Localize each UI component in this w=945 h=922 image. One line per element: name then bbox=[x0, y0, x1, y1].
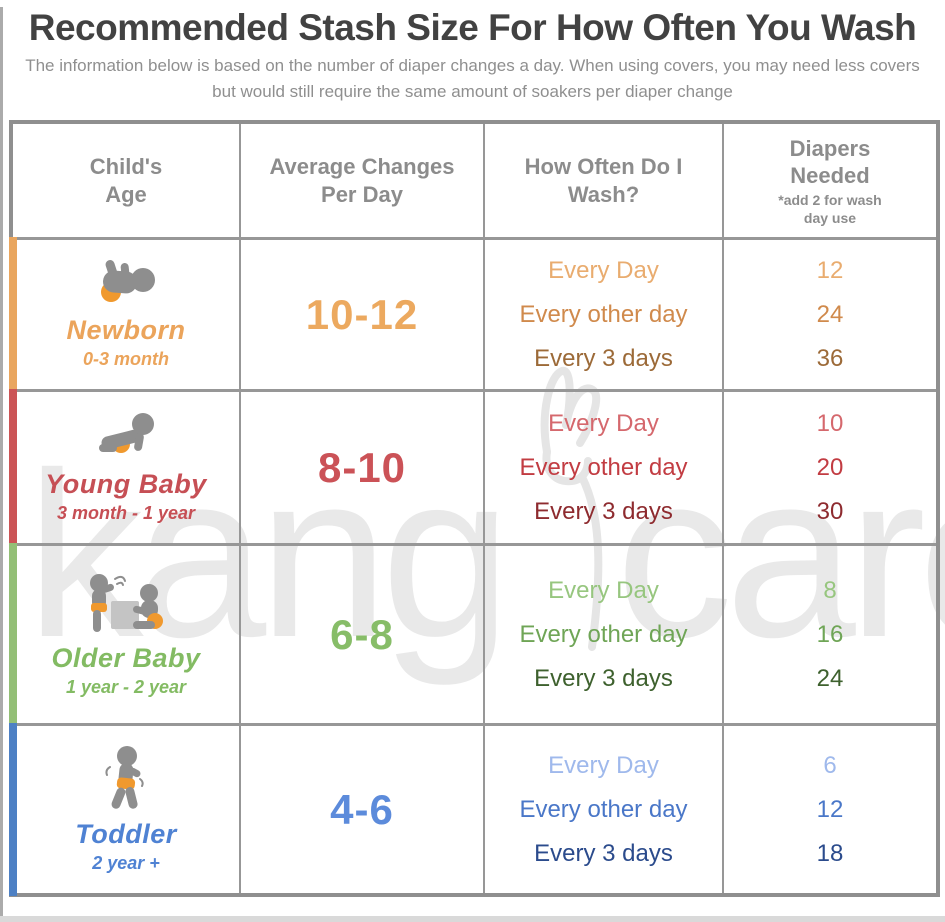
table-row-newborn: Newborn 0-3 month 10-12 Every Day Every … bbox=[9, 237, 936, 392]
header-diapers-needed: Diapers Needed *add 2 for wash day use bbox=[724, 124, 936, 237]
wash-frequency-option: Every other day bbox=[519, 795, 688, 823]
diapers-needed-value: 20 bbox=[816, 453, 844, 481]
diapers-needed-value: 6 bbox=[823, 751, 837, 779]
walking-toddler-icon bbox=[96, 745, 156, 813]
changes-per-day-cell: 6-8 bbox=[241, 546, 485, 723]
wash-frequency-option: Every other day bbox=[519, 300, 688, 328]
table-header-row: Child's Age Average Changes Per Day How … bbox=[13, 124, 936, 240]
wash-frequency-option: Every Day bbox=[548, 576, 659, 604]
diapers-needed-value: 12 bbox=[816, 256, 844, 284]
watermark-text-right: care bbox=[615, 423, 945, 686]
header-line: Diapers bbox=[789, 135, 871, 161]
header-line: Per Day bbox=[321, 181, 403, 207]
diapers-needed-cell: 8 16 24 bbox=[724, 546, 936, 723]
changes-per-day-cell: 8-10 bbox=[241, 392, 485, 543]
image-left-edge bbox=[0, 7, 3, 922]
newborn-baby-icon bbox=[93, 259, 159, 309]
image-bottom-edge bbox=[0, 916, 945, 922]
header-how-often-wash: How Often Do I Wash? bbox=[485, 124, 724, 237]
row-accent-bar bbox=[9, 389, 17, 546]
header-line: Child's bbox=[89, 154, 163, 179]
playing-toddlers-icon bbox=[81, 571, 171, 637]
child-age-label: Newborn bbox=[66, 315, 186, 345]
stash-size-table: Child's Age Average Changes Per Day How … bbox=[9, 120, 940, 897]
table-row-older-baby: Older Baby 1 year - 2 year 6-8 Every Day… bbox=[9, 543, 936, 726]
diapers-needed-value: 24 bbox=[816, 300, 844, 328]
changes-per-day-value: 6-8 bbox=[330, 610, 394, 658]
wash-frequency-option: Every 3 days bbox=[534, 664, 673, 692]
diapers-needed-value: 36 bbox=[816, 344, 844, 372]
child-age-label: Older Baby bbox=[51, 643, 201, 673]
child-age-cell: Older Baby 1 year - 2 year bbox=[9, 543, 241, 726]
diapers-needed-value: 10 bbox=[816, 409, 844, 437]
child-age-label: Young Baby bbox=[45, 469, 207, 499]
changes-per-day-cell: 10-12 bbox=[241, 240, 485, 389]
age-range-label: 1 year - 2 year bbox=[65, 677, 187, 697]
age-range-label: 0-3 month bbox=[82, 349, 169, 369]
header-line: How Often Do I bbox=[524, 154, 683, 179]
changes-per-day-value: 8-10 bbox=[317, 443, 407, 491]
page-title: Recommended Stash Size For How Often You… bbox=[28, 7, 917, 48]
changes-per-day-value: 10-12 bbox=[305, 290, 419, 338]
child-age-cell: Toddler 2 year + bbox=[9, 723, 241, 896]
header-note: day use bbox=[803, 210, 857, 226]
kangacare-watermark: kang care bbox=[26, 367, 945, 708]
wash-frequency-option: Every Day bbox=[548, 256, 659, 284]
wash-frequency-option: Every 3 days bbox=[534, 839, 673, 867]
diapers-needed-value: 24 bbox=[816, 664, 844, 692]
wash-frequency-option: Every other day bbox=[519, 620, 688, 648]
wash-frequency-cell: Every Day Every other day Every 3 days bbox=[485, 546, 724, 723]
diapers-needed-cell: 6 12 18 bbox=[724, 726, 936, 893]
wash-frequency-option: Every Day bbox=[548, 751, 659, 779]
child-age-cell: Young Baby 3 month - 1 year bbox=[9, 389, 241, 546]
table-row-young-baby: Young Baby 3 month - 1 year 8-10 Every D… bbox=[9, 389, 936, 546]
page-subtitle: The information below is based on the nu… bbox=[25, 56, 920, 102]
age-range-label: 2 year + bbox=[92, 853, 160, 873]
wash-frequency-option: Every 3 days bbox=[534, 344, 673, 372]
wash-frequency-cell: Every Day Every other day Every 3 days bbox=[485, 240, 724, 389]
wash-frequency-option: Every Day bbox=[548, 409, 659, 437]
wash-frequency-cell: Every Day Every other day Every 3 days bbox=[485, 392, 724, 543]
header-line: Needed bbox=[790, 163, 870, 189]
changes-per-day-value: 4-6 bbox=[330, 785, 394, 833]
wash-frequency-option: Every other day bbox=[519, 453, 688, 481]
header-line: Wash? bbox=[567, 181, 640, 207]
header-note: *add 2 for wash bbox=[778, 191, 882, 208]
diapers-needed-value: 16 bbox=[816, 620, 844, 648]
diapers-needed-cell: 10 20 30 bbox=[724, 392, 936, 543]
wash-frequency-cell: Every Day Every other day Every 3 days bbox=[485, 726, 724, 893]
row-accent-bar bbox=[9, 723, 17, 896]
diapers-needed-cell: 12 24 36 bbox=[724, 240, 936, 389]
child-age-label: Toddler bbox=[75, 819, 177, 849]
diapers-needed-value: 12 bbox=[816, 795, 844, 823]
wash-frequency-option: Every 3 days bbox=[534, 497, 673, 525]
header-line: Average Changes bbox=[269, 154, 455, 179]
changes-per-day-cell: 4-6 bbox=[241, 726, 485, 893]
crawling-baby-icon bbox=[93, 411, 159, 463]
row-accent-bar bbox=[9, 237, 17, 392]
age-range-label: 3 month - 1 year bbox=[56, 503, 196, 523]
table-row-toddler: Toddler 2 year + 4-6 Every Day Every oth… bbox=[9, 723, 936, 896]
header-average-changes: Average Changes Per Day bbox=[241, 124, 485, 237]
diapers-needed-value: 30 bbox=[816, 497, 844, 525]
diapers-needed-value: 18 bbox=[816, 839, 844, 867]
child-age-cell: Newborn 0-3 month bbox=[9, 237, 241, 392]
diapers-needed-value: 8 bbox=[823, 576, 837, 604]
watermark-text-left: kang bbox=[26, 423, 512, 686]
header-childs-age: Child's Age bbox=[13, 124, 241, 237]
header-line: Age bbox=[105, 181, 147, 207]
row-accent-bar bbox=[9, 543, 17, 726]
